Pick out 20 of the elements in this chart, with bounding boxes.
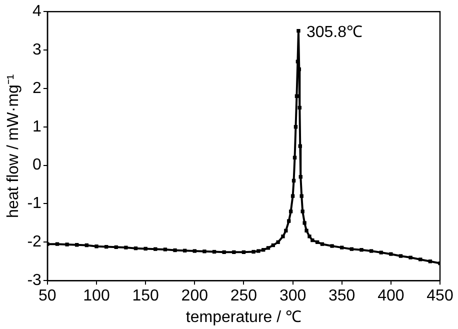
y-axis-title: heat flow / mW·mg⁻¹ <box>5 74 22 218</box>
x-axis-title: temperature / ℃ <box>186 308 302 326</box>
y-tick-label: -1 <box>27 195 42 212</box>
annotation: 305.8℃ <box>306 24 363 42</box>
x-tick-label: 150 <box>132 288 160 305</box>
y-tick-label: 1 <box>32 118 42 136</box>
x-tick-label: 300 <box>279 288 306 305</box>
x-tick-label: 450 <box>426 288 454 305</box>
y-tick-label: 4 <box>32 3 42 20</box>
x-tick-label: 350 <box>328 288 356 305</box>
y-tick-label: 2 <box>32 80 42 97</box>
x-tick-label: 50 <box>38 288 56 305</box>
y-tick-label: -3 <box>27 272 42 290</box>
y-tick-label: 3 <box>32 41 42 58</box>
y-tick-label: 0 <box>32 156 42 174</box>
x-tick-label: 200 <box>181 288 208 305</box>
y-tick-label: -2 <box>27 234 42 251</box>
x-tick-label: 400 <box>378 288 404 305</box>
x-tick-label: 100 <box>83 288 110 305</box>
x-tick-label: 250 <box>230 288 258 305</box>
